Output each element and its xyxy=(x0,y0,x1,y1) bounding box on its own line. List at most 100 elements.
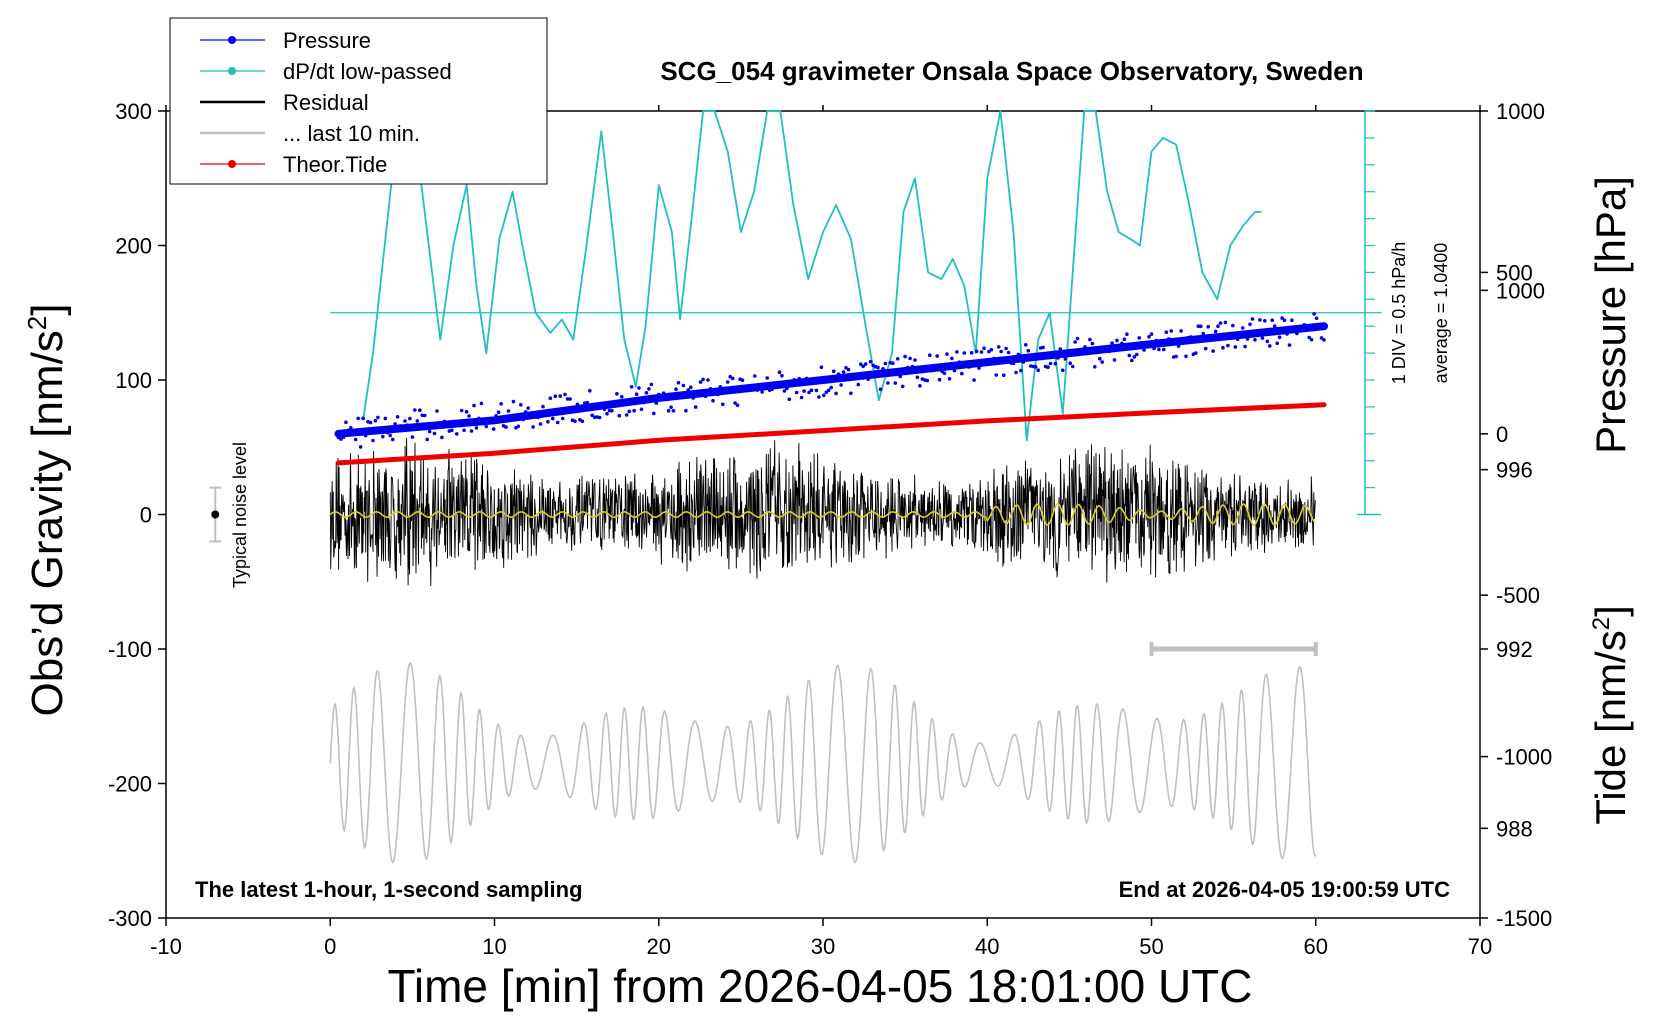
pressure-point xyxy=(1181,341,1186,345)
pressure-point xyxy=(1127,353,1132,358)
pressure-point xyxy=(555,420,560,425)
pressure-point xyxy=(1307,335,1311,340)
pressure-point xyxy=(772,381,777,386)
pressure-point xyxy=(427,429,432,434)
y-tick-label-pressure: 988 xyxy=(1496,816,1533,841)
pressure-point xyxy=(464,409,469,414)
y-tick-label-tide: 1000 xyxy=(1496,99,1545,124)
pressure-point xyxy=(627,409,631,414)
pressure-point xyxy=(1287,343,1292,347)
pressure-point xyxy=(1102,347,1107,351)
pressure-point xyxy=(541,404,545,409)
pressure-point xyxy=(713,390,718,395)
pressure-point xyxy=(381,434,385,439)
pressure-point xyxy=(580,419,585,424)
pressure-point xyxy=(373,418,378,423)
legend-label: Residual xyxy=(283,90,369,115)
pressure-point xyxy=(1194,351,1198,355)
pressure-point xyxy=(1083,345,1087,349)
pressure-point xyxy=(979,350,984,354)
pressure-point xyxy=(504,425,508,429)
pressure-point xyxy=(647,387,651,391)
pressure-point xyxy=(1110,341,1114,346)
y-tick-label-pressure: 996 xyxy=(1496,458,1533,483)
pressure-point xyxy=(575,402,580,407)
pressure-point xyxy=(723,387,728,392)
pressure-point xyxy=(846,367,851,372)
pressure-point xyxy=(654,401,659,405)
pressure-point xyxy=(551,416,555,421)
pressure-point xyxy=(509,416,513,420)
pressure-point xyxy=(1162,347,1166,352)
pressure-point xyxy=(523,410,528,414)
pressure-point xyxy=(964,362,969,367)
pressure-point xyxy=(829,385,833,390)
pressure-point xyxy=(629,385,634,389)
pressure-point xyxy=(656,392,661,397)
pressure-point xyxy=(785,386,789,391)
pressure-point xyxy=(1317,326,1321,331)
pressure-point xyxy=(1221,345,1225,350)
pressure-point xyxy=(1322,338,1326,342)
pressure-point xyxy=(740,378,745,383)
pressure-point xyxy=(511,399,516,404)
pressure-point xyxy=(708,387,713,391)
pressure-point xyxy=(1075,336,1080,341)
pressure-point xyxy=(898,374,902,379)
pressure-point xyxy=(376,415,380,420)
pressure-point xyxy=(928,353,932,358)
pressure-point xyxy=(1176,344,1181,348)
pressure-point xyxy=(984,358,989,362)
pressure-point xyxy=(1309,337,1314,342)
pressure-point xyxy=(812,377,816,382)
pressure-point xyxy=(620,395,624,399)
pressure-point xyxy=(573,419,577,424)
pressure-point xyxy=(822,393,826,398)
theor-tide-series xyxy=(336,402,1327,466)
x-tick-label: 10 xyxy=(482,934,506,959)
chart-title: SCG_054 gravimeter Onsala Space Observat… xyxy=(660,56,1363,86)
pressure-point xyxy=(457,419,462,424)
pressure-point xyxy=(1312,312,1316,316)
pressure-point xyxy=(992,356,996,361)
pressure-point xyxy=(969,351,974,355)
pressure-point xyxy=(1024,343,1028,347)
pressure-point xyxy=(1275,341,1279,346)
pressure-point xyxy=(947,377,952,381)
pressure-point xyxy=(691,396,695,400)
pressure-point xyxy=(395,415,400,419)
pressure-point xyxy=(1319,336,1324,340)
pressure-point xyxy=(610,409,614,413)
pressure-point xyxy=(1240,326,1245,330)
pressure-point xyxy=(1144,342,1149,347)
pressure-point xyxy=(696,392,700,396)
pressure-point xyxy=(802,389,806,393)
pressure-point xyxy=(1016,352,1021,357)
y-tick-label-tide: -500 xyxy=(1496,583,1540,608)
legend-label: dP/dt low-passed xyxy=(283,59,452,84)
pressure-point xyxy=(1130,358,1134,363)
pressure-point xyxy=(644,391,649,395)
pressure-point xyxy=(1174,354,1178,359)
pressure-point xyxy=(1107,349,1112,354)
pressure-point xyxy=(597,415,602,420)
pressure-point xyxy=(353,437,358,442)
pressure-point xyxy=(1245,337,1250,341)
pressure-point xyxy=(750,387,755,391)
pressure-point xyxy=(361,416,365,421)
y-axis-title-pressure: Pressure [hPa] xyxy=(1587,176,1634,454)
pressure-point xyxy=(1149,332,1154,336)
pressure-point xyxy=(1073,340,1077,344)
pressure-point xyxy=(1218,321,1223,325)
pressure-point xyxy=(918,384,922,388)
pressure-point xyxy=(1211,349,1215,353)
pressure-point xyxy=(1213,329,1218,334)
pressure-point xyxy=(735,403,740,408)
pressure-point xyxy=(624,413,629,417)
pressure-point xyxy=(1011,361,1016,366)
pressure-point xyxy=(459,408,464,413)
pressure-point xyxy=(452,420,457,425)
y-tick-label-left: 100 xyxy=(115,368,152,393)
pressure-point xyxy=(686,388,691,392)
pressure-point xyxy=(1253,338,1257,342)
